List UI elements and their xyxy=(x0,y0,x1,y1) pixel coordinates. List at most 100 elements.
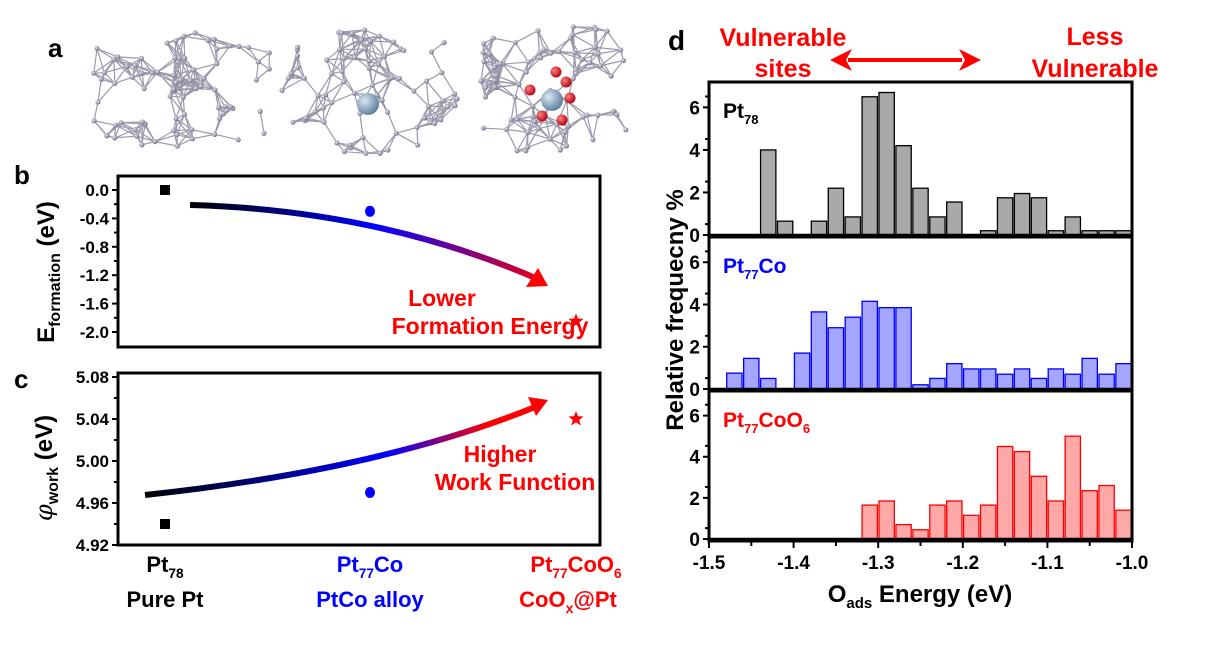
y-tick-label: -1.2 xyxy=(80,266,109,285)
bond xyxy=(115,124,136,131)
pt-atom xyxy=(101,70,107,76)
text-part: O xyxy=(828,581,847,608)
bond xyxy=(174,40,177,58)
bond xyxy=(416,127,419,146)
bond xyxy=(572,34,596,48)
pt-atom xyxy=(423,78,430,84)
bond xyxy=(581,53,599,60)
category-description: PtCo alloy xyxy=(316,587,424,612)
histogram-bar xyxy=(929,377,946,390)
pt-atom xyxy=(604,28,610,34)
bond xyxy=(365,48,385,57)
pt-atom xyxy=(214,61,220,67)
pt-atom xyxy=(571,50,577,56)
bond xyxy=(516,132,529,152)
bond xyxy=(179,57,195,71)
bond xyxy=(93,101,99,121)
pt-atom xyxy=(512,39,518,46)
pt-atom xyxy=(266,66,272,72)
pt-atom xyxy=(557,147,563,153)
bond xyxy=(255,61,259,80)
pt-atom xyxy=(228,104,234,110)
histogram-bar xyxy=(1064,216,1082,236)
bond xyxy=(113,59,116,84)
histogram-bar xyxy=(810,311,828,390)
bond xyxy=(516,118,535,123)
y-tick-label: -0.8 xyxy=(80,238,109,257)
bond xyxy=(93,72,116,84)
bond xyxy=(114,66,128,84)
structure-pt77co xyxy=(279,27,460,156)
bond xyxy=(331,92,355,104)
pt-atom xyxy=(198,83,204,89)
bond xyxy=(175,118,178,135)
bond xyxy=(152,72,177,84)
text-part: formation xyxy=(47,253,64,327)
bond xyxy=(581,46,596,60)
bond xyxy=(502,63,527,73)
pt-atom xyxy=(441,40,447,46)
o-atom xyxy=(536,110,548,122)
pt-atom xyxy=(376,33,382,39)
bond xyxy=(514,42,529,63)
text-part: Pt xyxy=(723,100,744,123)
pt-atom xyxy=(514,116,520,122)
text-part: CoO xyxy=(519,587,565,612)
bond xyxy=(378,63,393,78)
pt-atom xyxy=(587,60,593,66)
bond xyxy=(480,61,485,82)
bond xyxy=(339,49,343,72)
pt-atom xyxy=(454,96,460,102)
pt-atom xyxy=(360,134,366,141)
header-sites: sites xyxy=(755,55,812,83)
y-tick-label: 0 xyxy=(689,380,700,401)
pt-atom xyxy=(324,57,330,63)
pt-atom xyxy=(216,115,222,122)
bond xyxy=(296,55,305,79)
bond xyxy=(538,128,551,140)
bond xyxy=(341,71,355,94)
pt-atom xyxy=(393,130,399,136)
trend-arrow-head xyxy=(528,397,548,416)
pt-atom xyxy=(181,33,187,39)
trend-arrow xyxy=(144,404,537,498)
pt-atom xyxy=(295,65,301,71)
pt-atom xyxy=(584,112,590,118)
bond xyxy=(413,90,430,107)
pt-atom xyxy=(205,37,211,43)
pt-atom xyxy=(174,143,180,149)
structure-pt78 xyxy=(91,30,272,149)
bond xyxy=(214,113,224,135)
y-tick-label: 6 xyxy=(689,407,700,428)
text-part: 6 xyxy=(614,566,622,581)
pt-atom xyxy=(597,63,604,69)
pt-atom xyxy=(171,128,177,134)
bond xyxy=(314,94,327,113)
bond xyxy=(184,58,191,81)
bond xyxy=(192,133,215,140)
pt-atom xyxy=(341,149,348,155)
bond xyxy=(413,80,427,92)
bond xyxy=(154,141,178,147)
text-part: (eV) xyxy=(31,415,58,467)
bond xyxy=(169,95,177,119)
pt-atom xyxy=(211,36,217,42)
histogram-bar xyxy=(946,362,963,390)
bond xyxy=(566,100,570,126)
pt-atom xyxy=(536,50,542,56)
o-atom xyxy=(524,84,536,96)
pt-atom xyxy=(189,136,195,142)
bond xyxy=(549,125,569,140)
bond xyxy=(369,40,385,57)
bond xyxy=(326,59,343,72)
series-label: Pt77CoO6 xyxy=(723,409,810,436)
pt-atom xyxy=(514,148,520,154)
bond xyxy=(290,55,299,74)
bond xyxy=(423,106,448,119)
pt-atom xyxy=(301,75,307,81)
bond xyxy=(114,135,137,139)
bond xyxy=(549,123,558,140)
bond xyxy=(362,137,381,154)
bond xyxy=(537,30,545,50)
